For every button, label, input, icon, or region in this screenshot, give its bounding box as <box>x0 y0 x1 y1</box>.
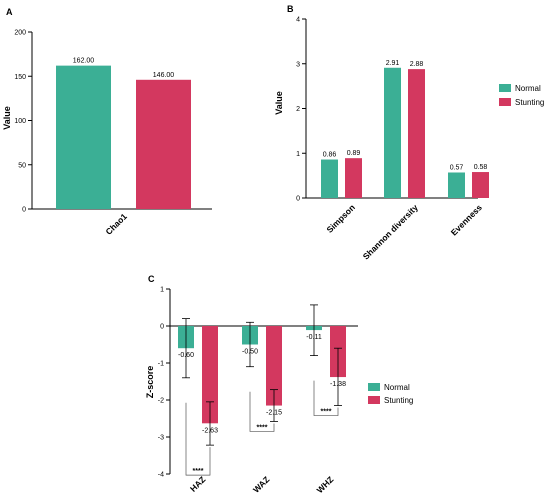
panel-c-ytick-label: -2 <box>158 398 164 405</box>
panel-c-data-label: -2.15 <box>266 410 282 417</box>
panel-b-xtick-label: Simpson <box>324 202 356 234</box>
panel-b-chart: 0 1 2 3 4 0.86 0.89 Simpson 2.91 2.88 Shannon dive… <box>296 17 544 262</box>
panel-a-ytick-label: 50 <box>18 162 26 169</box>
panel-c-xtick-label: HAZ <box>188 474 207 493</box>
panel-c-ytick-label: 1 <box>160 287 164 294</box>
panel-label-b: B <box>287 4 294 14</box>
panel-b-ytick-label: 4 <box>296 17 300 24</box>
panel-c-data-label: -2.63 <box>202 427 218 434</box>
panel-a-bar-stunting <box>136 79 191 209</box>
panel-a-xtick-label: Chao1 <box>103 211 129 237</box>
legend-swatch-stunting <box>499 98 511 106</box>
panel-b-ytick-label: 0 <box>296 196 300 203</box>
panel-c-xtick-label: WHZ <box>315 474 336 495</box>
panel-c-significance-label: **** <box>193 468 204 475</box>
panel-label-c: C <box>148 274 155 284</box>
panel-b-bar-stunting <box>408 69 425 199</box>
panel-c-data-label: -1.38 <box>330 381 346 388</box>
panel-b-data-label: 2.91 <box>386 60 400 67</box>
panel-b-data-label: 0.86 <box>323 152 337 159</box>
legend-label-stunting: Stunting <box>515 98 544 107</box>
legend-swatch-normal <box>368 383 380 391</box>
panel-b-data-label: 0.58 <box>474 164 488 171</box>
panel-c-bar-stunting <box>202 326 218 424</box>
legend-label-normal: Normal <box>515 84 541 93</box>
panel-b-xtick-label: Evenness <box>449 202 484 237</box>
panel-c-chart: -4-3-2-101-0.60-2.63****HAZ-0.50-2.15***… <box>158 287 414 496</box>
panel-c-ytick-label: -3 <box>158 435 164 442</box>
panel-c-ytick-label: -4 <box>158 472 164 479</box>
panel-b-bar-stunting <box>472 172 489 198</box>
panel-a-ytick-label: 0 <box>22 207 26 214</box>
panel-a-data-label: 162.00 <box>73 58 95 65</box>
panel-b-bar-normal <box>321 159 338 198</box>
panel-c-ytick-label: -1 <box>158 361 164 368</box>
panel-c-data-label: -0.11 <box>306 334 322 341</box>
panel-c-bar-stunting <box>266 326 282 406</box>
panel-c-significance-bracket <box>185 402 211 476</box>
panel-c-significance-label: **** <box>321 409 332 416</box>
legend-label-normal: Normal <box>384 383 410 392</box>
panel-b-ylabel: Value <box>274 91 284 115</box>
panel-c-significance-bracket <box>313 380 339 416</box>
panel-c-data-label: -0.60 <box>178 352 194 359</box>
panel-b-ytick-label: 3 <box>296 61 300 68</box>
panel-b-data-label: 0.89 <box>347 150 361 157</box>
panel-a-ytick-label: 100 <box>14 118 26 125</box>
panel-c-significance-bracket <box>249 391 275 432</box>
panel-a-ytick-label: 200 <box>14 30 26 37</box>
panel-b-bar-normal <box>384 67 401 198</box>
panel-c-xtick-label: WAZ <box>251 474 271 494</box>
panel-b-ytick-label: 2 <box>296 106 300 113</box>
panel-b-bar-stunting <box>345 158 362 198</box>
legend-label-stunting: Stunting <box>384 396 413 405</box>
panel-a-data-label: 146.00 <box>153 72 175 79</box>
panel-c-ytick-label: 0 <box>160 324 164 331</box>
panel-c-ylabel: Z-score <box>145 366 155 399</box>
panel-a-ylabel: Value <box>2 106 12 130</box>
legend-swatch-stunting <box>368 396 380 404</box>
panel-b-bar-normal <box>448 172 465 198</box>
legend-swatch-normal <box>499 84 511 92</box>
panel-a-bar-normal <box>56 65 111 209</box>
panel-a-ytick-label: 150 <box>14 74 26 81</box>
panel-b-xtick-label: Shannon diversity <box>361 202 420 261</box>
panel-b-data-label: 2.88 <box>410 61 424 68</box>
panel-c-data-label: -0.50 <box>242 349 258 356</box>
panel-c-significance-label: **** <box>257 424 268 431</box>
panel-b-ytick-label: 1 <box>296 151 300 158</box>
panel-label-a: A <box>6 7 13 17</box>
panel-a-chart: 0 50 100 150 200 162.00 146.00 Chao1 <box>14 30 212 237</box>
panel-b-data-label: 0.57 <box>450 164 464 171</box>
